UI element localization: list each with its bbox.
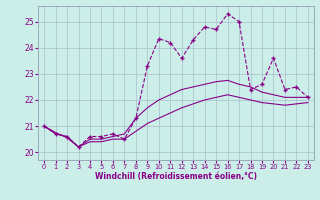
X-axis label: Windchill (Refroidissement éolien,°C): Windchill (Refroidissement éolien,°C) [95,172,257,181]
